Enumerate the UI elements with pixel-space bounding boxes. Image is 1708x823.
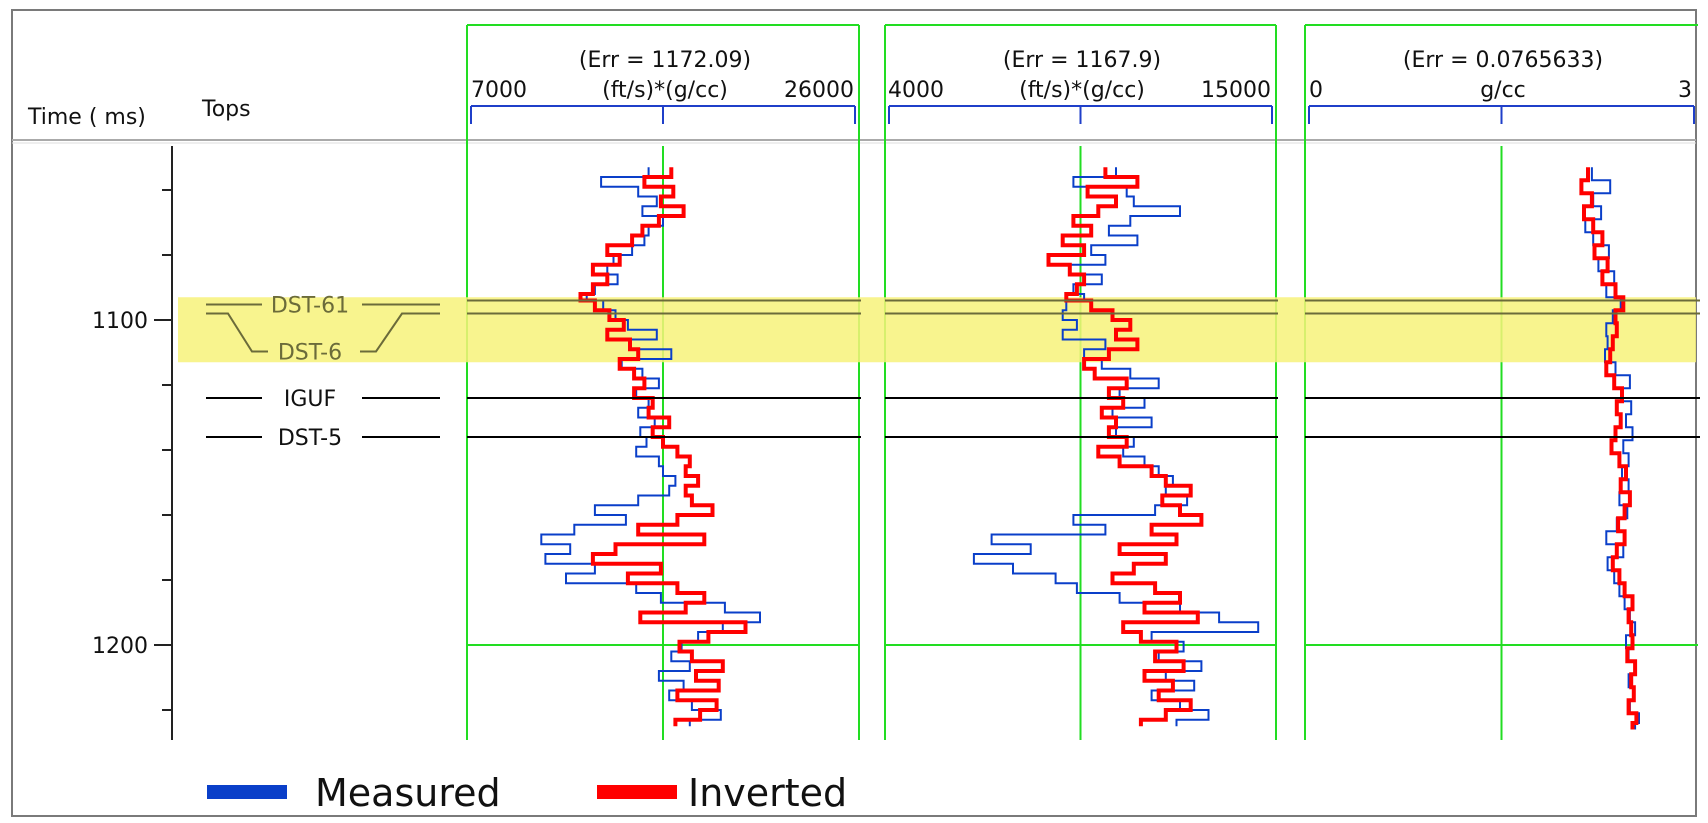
legend-swatch-inverted	[597, 785, 677, 799]
inverted-curve	[1579, 167, 1639, 730]
top-label: DST-6	[278, 341, 342, 366]
tops-header: Tops	[201, 97, 251, 122]
track-3-units: g/cc	[1480, 78, 1526, 103]
top-label: IGUF	[284, 387, 336, 412]
top-label-leader	[360, 312, 440, 353]
top-label: DST-5	[278, 426, 342, 451]
track-3-min: 0	[1309, 78, 1323, 103]
top-label-leader	[206, 312, 268, 353]
track-2-min: 4000	[888, 78, 944, 103]
depth-tick-label: 1200	[92, 634, 148, 659]
track-3-max: 3	[1678, 78, 1692, 103]
legend: Measured Inverted	[207, 771, 847, 815]
track-2-max: 15000	[1201, 78, 1271, 103]
inverted-curve	[1046, 167, 1204, 727]
depth-axis-label: Time ( ms)	[27, 105, 146, 130]
track-1-err: (Err = 1172.09)	[579, 48, 751, 73]
track-2-units: (ft/s)*(g/cc)	[1019, 78, 1145, 103]
track-1-max: 26000	[784, 78, 854, 103]
measured-curve	[1584, 167, 1640, 730]
legend-swatch-measured	[207, 785, 287, 799]
track-3-err: (Err = 0.0765633)	[1403, 48, 1603, 73]
plot-frame	[11, 9, 1697, 817]
inverted-curve	[578, 167, 748, 727]
header-layer: Time ( ms) Tops (Err = 1172.09) (ft/s)*(…	[27, 48, 1692, 130]
tops-layer: DST-61 DST-6 IGUF DST-5	[206, 294, 1700, 451]
track-1-min: 7000	[471, 78, 527, 103]
zone-highlight	[178, 297, 1696, 363]
depth-tick-label: 1100	[92, 309, 148, 334]
top-label: DST-61	[271, 294, 349, 319]
legend-label-inverted: Inverted	[688, 771, 847, 815]
curves-layer	[540, 167, 1640, 730]
track-2-err: (Err = 1167.9)	[1003, 48, 1161, 73]
highlight-layer	[178, 297, 1696, 363]
track-1-units: (ft/s)*(g/cc)	[602, 78, 728, 103]
legend-label-measured: Measured	[315, 771, 501, 815]
